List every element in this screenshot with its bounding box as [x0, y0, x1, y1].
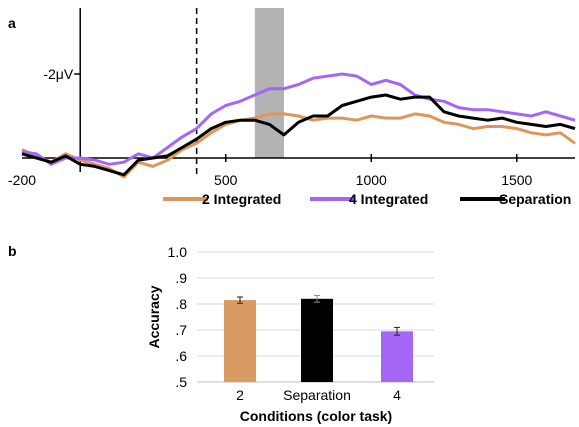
erp-line-chart: -2μV -200 500 1000 1500 2 Integrated 4 Integ… [8, 8, 576, 207]
y-axis-label: Accuracy [146, 285, 162, 348]
bar-separation [301, 298, 333, 382]
bar-2 [224, 300, 256, 382]
x-tick-label: 1500 [501, 172, 532, 188]
y-tick-label: .9 [175, 270, 187, 286]
x-tick-label: 500 [214, 172, 238, 188]
series-line-separation [21, 93, 576, 177]
y-tick-label: 1.0 [168, 244, 188, 260]
y-tick-label: .5 [175, 374, 187, 390]
y-tick-label: .7 [175, 322, 187, 338]
x-tick-label: 4 [393, 387, 401, 403]
legend: 2 Integrated 4 Integrated Separation [163, 191, 571, 207]
y-axis-label: -2μV [43, 66, 74, 82]
x-tick-label: 2 [236, 387, 244, 403]
y-tick-label: .8 [175, 296, 187, 312]
bar-4 [381, 331, 413, 382]
time-window-shade [254, 8, 284, 158]
legend-label: 4 Integrated [349, 191, 428, 207]
y-tick-label: .6 [175, 348, 187, 364]
panel-a-label: a [8, 15, 16, 31]
panel-b-label: b [8, 243, 17, 259]
series-line-4-integrated [21, 72, 576, 166]
x-tick-label: Separation [283, 387, 351, 403]
x-tick-label: 1000 [356, 172, 387, 188]
x-tick-label: -200 [8, 172, 36, 188]
accuracy-bar-chart: .5 .6 .7 .8 .9 1.0 2 Separation 4 Accuracy Cond… [146, 244, 434, 424]
legend-label: Separation [499, 191, 571, 207]
legend-label: 2 Integrated [202, 191, 281, 207]
x-axis-label: Conditions (color task) [240, 408, 392, 424]
